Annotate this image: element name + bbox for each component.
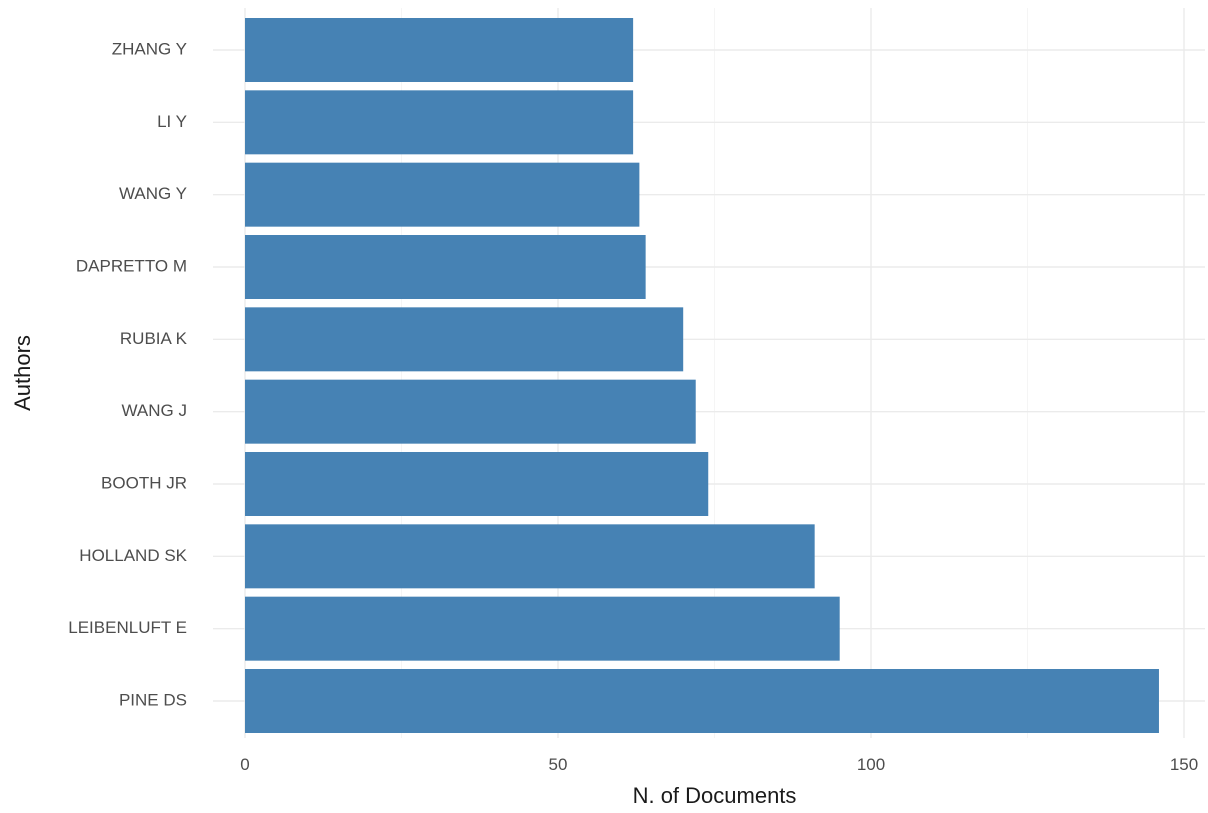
x-tick-labels: 0 50 100 150	[240, 755, 1198, 774]
x-axis-title: N. of Documents	[633, 783, 797, 808]
bar	[245, 596, 840, 661]
bar	[245, 18, 634, 82]
bar	[245, 307, 684, 372]
y-axis-title: Authors	[10, 335, 35, 411]
y-tick-label: PINE DS	[119, 690, 187, 709]
y-tick-label: DAPRETTO M	[76, 256, 187, 275]
x-tick-label: 50	[549, 755, 568, 774]
bars	[245, 18, 1159, 733]
y-tick-label: LI Y	[157, 112, 187, 131]
y-tick-label: WANG J	[122, 401, 187, 420]
y-tick-label: ZHANG Y	[112, 39, 187, 58]
bar	[245, 90, 634, 155]
bar	[245, 524, 815, 589]
bar	[245, 235, 646, 299]
y-tick-label: WANG Y	[119, 184, 187, 203]
bar	[245, 452, 709, 516]
bar	[245, 379, 696, 444]
y-tick-label: RUBIA K	[120, 329, 188, 348]
y-tick-label: BOOTH JR	[101, 473, 187, 492]
x-tick-label: 150	[1170, 755, 1198, 774]
x-tick-label: 0	[240, 755, 249, 774]
y-tick-label: LEIBENLUFT E	[68, 618, 187, 637]
bar	[245, 669, 1159, 733]
x-tick-label: 100	[857, 755, 885, 774]
y-tick-labels: ZHANG Y LI Y WANG Y DAPRETTO M RUBIA K WANG J…	[68, 39, 187, 709]
y-tick-label: HOLLAND SK	[79, 546, 187, 565]
bar	[245, 162, 640, 227]
